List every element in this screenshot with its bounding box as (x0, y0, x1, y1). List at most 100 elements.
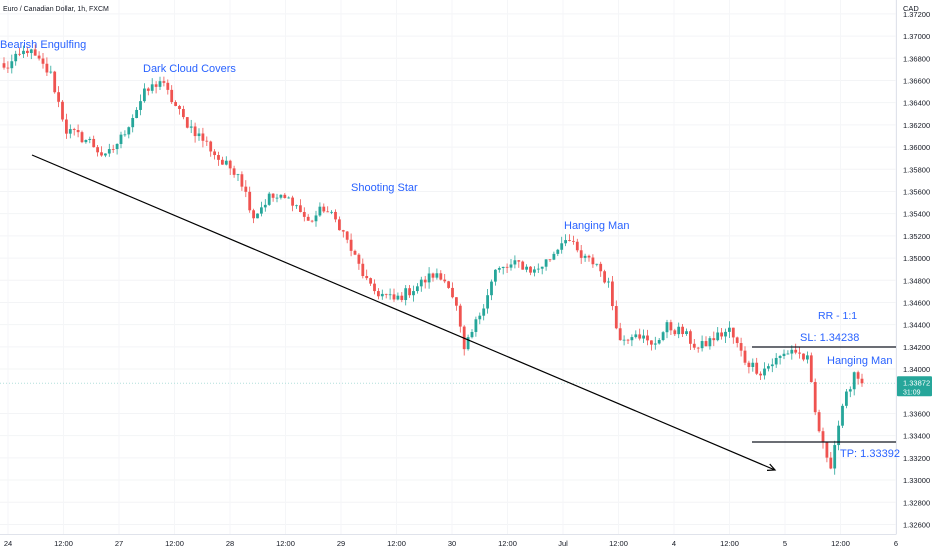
candle (197, 128, 201, 141)
candle-body (458, 305, 462, 327)
candle-body (423, 279, 427, 283)
candle (809, 352, 813, 383)
candle-body (720, 332, 723, 337)
price-tick-label: 1.36600 (903, 76, 930, 85)
candle-body (677, 326, 681, 335)
candle-body (260, 207, 263, 214)
price-tick-label: 1.32800 (903, 498, 930, 507)
candle-body (536, 268, 540, 270)
candle-body (564, 240, 567, 244)
candle (770, 358, 774, 373)
candle (841, 403, 844, 428)
annotation-stop-loss[interactable]: SL: 1.34238 (800, 332, 859, 344)
candle-body (665, 322, 669, 333)
candle-body (494, 269, 497, 282)
candle-body (41, 58, 45, 64)
current-price-tag: 1.33872 31:09 (897, 376, 932, 397)
candle-body (322, 206, 326, 212)
candle (845, 388, 848, 409)
candle (708, 336, 712, 350)
candle (497, 266, 501, 273)
candle-body (607, 281, 610, 283)
candle (802, 353, 805, 362)
candle-body (302, 212, 306, 217)
candle-body (540, 266, 544, 269)
candle (759, 371, 762, 381)
candle-body (692, 343, 696, 348)
candle (107, 143, 111, 157)
candle-body (739, 343, 743, 351)
candle-body (365, 276, 369, 279)
price-tick-label: 1.36200 (903, 121, 930, 130)
annotation-hanging-man-2[interactable]: Hanging Man (827, 355, 892, 367)
annotation-hanging-man-1[interactable]: Hanging Man (564, 220, 629, 232)
time-axis[interactable]: 24 12:00 27 12:00 28 12:00 29 12:00 30 12:00 Jul 12… (4, 539, 898, 548)
candle-body (213, 151, 216, 156)
candle (427, 267, 431, 289)
candle (123, 130, 127, 137)
candle (556, 248, 560, 257)
annotation-dark-cloud-covers[interactable]: Dark Cloud Covers (143, 63, 236, 75)
candle (681, 323, 684, 337)
annotation-risk-reward[interactable]: RR - 1:1 (818, 310, 857, 322)
candle (37, 51, 41, 61)
candle-body (704, 341, 708, 347)
candle-body (267, 193, 271, 205)
candle-body (119, 134, 123, 144)
candle (178, 104, 181, 115)
candle-body (388, 294, 392, 296)
candle (494, 269, 497, 286)
annotation-take-profit[interactable]: TP: 1.33392 (840, 448, 900, 460)
candle (630, 334, 634, 347)
annotation-bearish-engulfing[interactable]: Bearish Engulfing (0, 39, 86, 51)
candle-body (657, 339, 661, 344)
price-axis[interactable]: 1.37200 1.37000 1.36800 1.36600 1.36400 1.362… (903, 10, 930, 530)
candle-body (341, 230, 345, 232)
candle-body (72, 129, 76, 131)
candle-body (45, 63, 49, 73)
candle-body (154, 84, 158, 87)
candle-body (205, 140, 209, 142)
candle (837, 420, 840, 451)
candle (525, 264, 528, 273)
candle-body (295, 205, 298, 207)
candle-body (96, 147, 99, 153)
candle-body (283, 194, 287, 198)
annotation-shooting-star[interactable]: Shooting Star (351, 182, 418, 194)
candle (127, 126, 131, 139)
candle-body (431, 273, 435, 278)
candle-body (76, 130, 80, 133)
candle (193, 122, 197, 143)
candle-body (646, 335, 649, 341)
candle (236, 173, 240, 182)
trend-line[interactable] (31, 154, 776, 471)
candle-body (591, 257, 595, 265)
candle-body (150, 84, 154, 91)
candle-body (825, 442, 829, 458)
candle-body (837, 425, 840, 446)
candle (501, 266, 505, 275)
candle (100, 146, 103, 157)
candle-body (127, 127, 131, 135)
candle-body (37, 55, 41, 59)
candle-body (618, 328, 622, 341)
candle-body (33, 49, 37, 56)
candle (821, 427, 825, 449)
candle (544, 259, 548, 271)
price-tick-label: 1.35000 (903, 254, 930, 263)
candle (653, 336, 657, 350)
candle (599, 261, 603, 277)
candle-body (279, 194, 283, 198)
candle-body (139, 101, 142, 110)
candle (778, 354, 782, 365)
candle (505, 263, 509, 273)
candle (443, 274, 447, 284)
candle-body (384, 293, 388, 295)
candle (669, 319, 673, 336)
candle-body (174, 102, 177, 106)
candle-body (10, 61, 14, 69)
candle-body (548, 259, 552, 261)
price-tick-label: 1.33600 (903, 409, 930, 418)
candle (221, 156, 224, 165)
